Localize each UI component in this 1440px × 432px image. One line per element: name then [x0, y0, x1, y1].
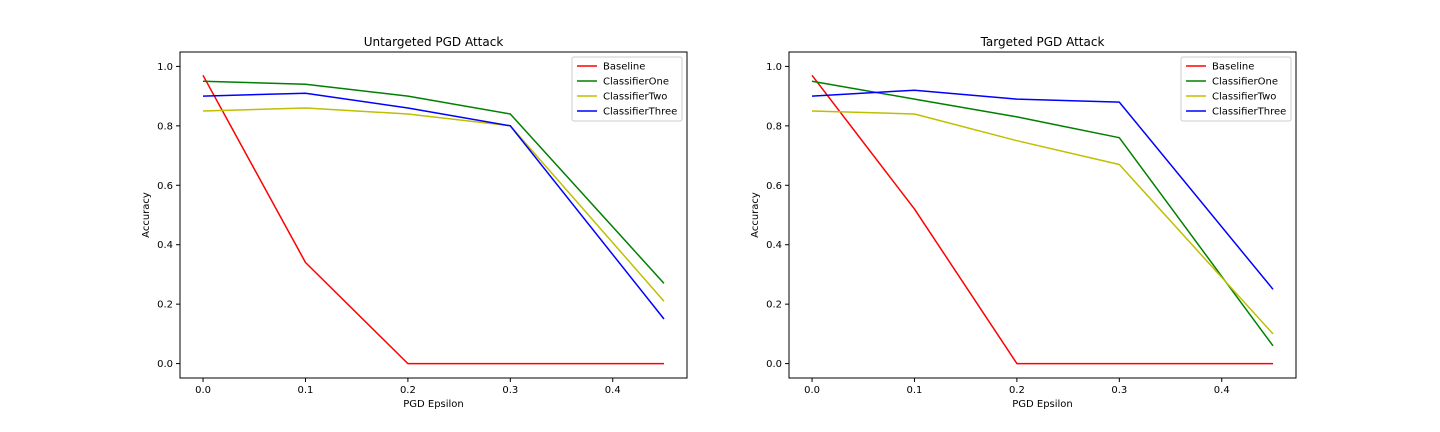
legend: Baseline ClassifierOne ClassifierTwo Classi…: [1180, 56, 1292, 122]
legend-label-classifierone: ClassifierOne: [603, 77, 669, 88]
y-axis-label: Accuracy: [141, 192, 152, 238]
legend-box: [1180, 56, 1292, 122]
y-tick-label: 0.8: [766, 121, 782, 132]
chart-panel-2: Targeted PGD Attack 0.0 0.1 0.2 0.3 0.4 0.0 0.2…: [750, 35, 1297, 410]
y-tick-label: 1.0: [157, 62, 173, 73]
plot-area-frame: [788, 51, 1297, 379]
legend-label-baseline: Baseline: [1212, 62, 1254, 73]
y-axis-label: Accuracy: [750, 192, 761, 238]
series-line-classifiertwo: [202, 107, 665, 302]
x-tick-label: 0.0: [195, 385, 211, 396]
y-tick-label: 0.2: [157, 300, 173, 311]
y-tick-label: 0.0: [766, 359, 782, 370]
y-tick-label: 0.6: [157, 181, 173, 192]
series-line-baseline: [202, 74, 664, 365]
x-tick-label: 0.3: [502, 385, 518, 396]
x-tick-label: 0.4: [1214, 385, 1230, 396]
y-tick-label: 0.4: [157, 240, 173, 251]
legend-label-classifierone: ClassifierOne: [1212, 77, 1278, 88]
legend-label-classifiertwo: ClassifierTwo: [603, 92, 667, 103]
x-tick-label: 0.2: [400, 385, 416, 396]
x-axis-label: PGD Epsilon: [403, 399, 464, 410]
x-tick-label: 0.1: [907, 385, 923, 396]
x-tick-label: 0.0: [804, 385, 820, 396]
series-line-classifiertwo: [811, 110, 1274, 335]
series-line-classifierthree: [811, 89, 1274, 290]
y-tick-label: 0.8: [157, 121, 173, 132]
x-tick-label: 0.2: [1009, 385, 1025, 396]
series-line-baseline: [811, 74, 1273, 365]
chart-panel-1: Untargeted PGD Attack 0.0 0.1 0.2 0.3 0.4 0.0 0…: [141, 35, 688, 410]
chart-title: Targeted PGD Attack: [980, 35, 1105, 49]
x-tick-label: 0.4: [605, 385, 621, 396]
x-tick-label: 0.3: [1111, 385, 1127, 396]
legend: Baseline ClassifierOne ClassifierTwo Classi…: [571, 56, 683, 122]
y-tick-label: 0.0: [157, 359, 173, 370]
y-tick-label: 0.6: [766, 181, 782, 192]
legend-label-classifierthree: ClassifierThree: [1212, 107, 1286, 118]
legend-label-baseline: Baseline: [603, 62, 645, 73]
plot-area-frame: [179, 51, 688, 379]
y-tick-label: 0.2: [766, 300, 782, 311]
y-tick-label: 1.0: [766, 62, 782, 73]
series-line-classifierone: [202, 80, 665, 284]
legend-label-classifierthree: ClassifierThree: [603, 107, 677, 118]
series-line-classifierone: [811, 80, 1274, 347]
legend-label-classifiertwo: ClassifierTwo: [1212, 92, 1276, 103]
x-axis-label: PGD Epsilon: [1012, 399, 1073, 410]
chart-title: Untargeted PGD Attack: [364, 35, 504, 49]
x-tick-label: 0.1: [298, 385, 314, 396]
legend-box: [571, 56, 683, 122]
series-line-classifierthree: [202, 92, 665, 320]
y-tick-label: 0.4: [766, 240, 782, 251]
